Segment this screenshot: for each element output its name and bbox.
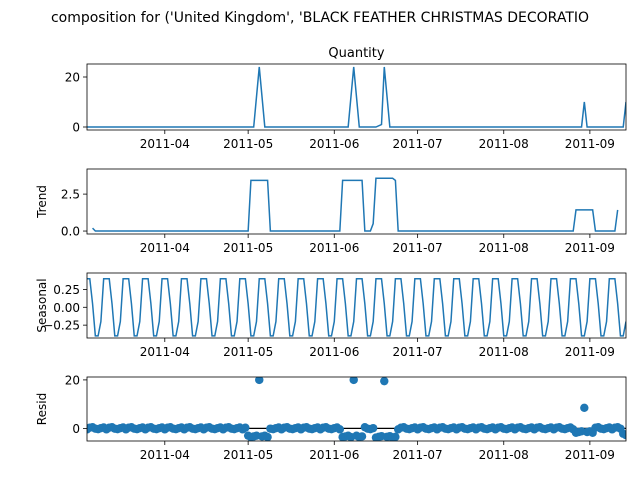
x-tick-label: 2011-05 — [223, 448, 273, 462]
y-tick-label: 0.0 — [61, 225, 80, 239]
seasonal-data — [87, 277, 626, 337]
y-tick-label: 0.25 — [53, 283, 80, 297]
x-tick-label: 2011-08 — [479, 448, 529, 462]
x-tick-label: 2011-07 — [393, 345, 443, 359]
resid-ylabel: Resid — [35, 393, 49, 425]
resid-point — [368, 423, 378, 433]
trend-ylabel: Trend — [35, 185, 49, 219]
x-tick-label: 2011-06 — [309, 137, 359, 151]
x-tick-label: 2011-04 — [140, 345, 190, 359]
resid-point — [580, 403, 589, 412]
observed-axes-frame — [86, 63, 627, 131]
x-tick-label: 2011-09 — [565, 137, 615, 151]
observed-title: Quantity — [328, 46, 384, 61]
observed-series-line — [87, 66, 626, 128]
y-tick-label: 0 — [72, 422, 80, 436]
x-tick-label: 2011-07 — [393, 137, 443, 151]
x-tick-label: 2011-07 — [393, 241, 443, 255]
x-tick-label: 2011-06 — [309, 345, 359, 359]
x-tick-label: 2011-04 — [140, 241, 190, 255]
x-tick-label: 2011-06 — [309, 241, 359, 255]
x-tick-label: 2011-05 — [223, 241, 273, 255]
x-tick-label: 2011-09 — [565, 345, 615, 359]
y-tick-label: 0 — [72, 121, 80, 135]
x-tick-label: 2011-04 — [140, 448, 190, 462]
resid-point — [335, 425, 345, 434]
x-tick-label: 2011-04 — [140, 137, 190, 151]
trend-series-line — [92, 177, 619, 232]
panel-observed: Quantity 2011-04 2011-05 2011-06 2011-07 2011… — [65, 46, 627, 151]
seasonal-axes-frame — [86, 272, 627, 339]
resid-point — [380, 377, 389, 386]
panels: Quantity 2011-04 2011-05 2011-06 2011-07 2011… — [35, 46, 627, 462]
resid-point — [255, 377, 264, 385]
x-tick-label: 2011-06 — [309, 448, 359, 462]
panel-resid: Resid 2011-04 2011-05 2011-06 2011-07 2011-08… — [35, 373, 627, 462]
y-tick-label: 20 — [65, 373, 80, 387]
trend-axes-frame — [86, 168, 627, 235]
resid-data — [87, 377, 626, 441]
x-tick-label: 2011-09 — [565, 448, 615, 462]
x-tick-label: 2011-05 — [223, 137, 273, 151]
resid-point — [349, 377, 358, 385]
y-tick-label: 2.5 — [61, 188, 80, 202]
seasonal-series-line — [87, 277, 626, 337]
seasonal-ylabel: Seasonal — [35, 278, 49, 332]
x-tick-label: 2011-05 — [223, 345, 273, 359]
resid-point — [263, 432, 272, 441]
resid-point — [357, 432, 367, 441]
x-tick-label: 2011-08 — [479, 137, 529, 151]
figure-suptitle: composition for ('United Kingdom', 'BLAC… — [51, 10, 589, 26]
panel-trend: Trend 2011-04 2011-05 2011-06 2011-07 2011-08… — [35, 168, 627, 255]
y-tick-label: −0.25 — [43, 319, 80, 333]
y-tick-label: 0.00 — [53, 301, 80, 315]
x-tick-label: 2011-08 — [479, 345, 529, 359]
observed-data — [87, 66, 626, 128]
resid-point — [621, 430, 626, 440]
resid-point — [391, 432, 400, 441]
resid-axes-frame — [86, 376, 627, 442]
panel-seasonal: Seasonal 2011-04 2011-05 2011-06 2011-07 2011… — [35, 272, 627, 359]
x-tick-label: 2011-09 — [565, 241, 615, 255]
y-tick-label: 20 — [65, 71, 80, 85]
resid-point — [241, 423, 250, 432]
x-tick-label: 2011-07 — [393, 448, 443, 462]
x-tick-label: 2011-08 — [479, 241, 529, 255]
trend-data — [92, 177, 619, 232]
